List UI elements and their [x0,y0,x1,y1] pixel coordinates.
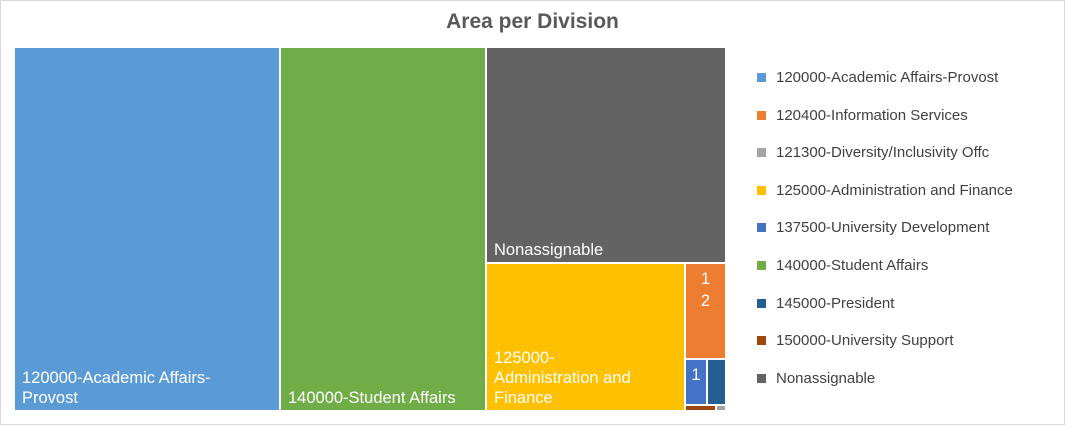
treemap-rect [706,358,727,406]
treemap-label: 2 [701,292,710,310]
treemap-tile-121300-diversity-inclusivity-offc [715,404,727,412]
treemap-tile-150000-university-support [684,404,717,412]
treemap-label: 1 [691,366,700,384]
treemap-label: 1 [701,270,710,288]
treemap-rect [13,46,281,412]
treemap-rect [715,404,727,412]
legend-label: 137500-University Development [776,219,990,237]
legend-swatch [757,373,766,383]
legend-label: 145000-President [776,294,895,312]
legend-label: 150000-University Support [776,332,954,350]
treemap-tile-nonassignable: Nonassignable [485,46,727,264]
legend-swatch [757,298,766,308]
treemap-label: Provost [22,389,78,407]
treemap-rect [485,262,686,412]
treemap-tile-120000-academic-affairs-provost: 120000-Academic Affairs- Provost [13,46,281,412]
treemap-label: Finance [494,389,553,407]
legend-label: 120000-Academic Affairs-Provost [776,69,999,86]
treemap-tile-125000-administration-and-finance: 125000- Administration and Finance [485,262,686,412]
legend-label: 120400-Information Services [776,106,968,124]
legend-swatch [757,261,766,270]
treemap-label: 120000-Academic Affairs- [22,369,211,387]
legend-swatch [757,110,766,120]
legend-swatch [757,223,766,233]
legend-swatch [757,185,766,195]
legend-label: Nonassignable [776,369,876,387]
treemap-tile-140000-student-affairs: 140000-Student Affairs [279,46,487,412]
treemap-rect [684,404,717,412]
treemap-rect [279,46,487,412]
treemap-rect [485,46,727,264]
legend-label: 125000-Administration and Finance [776,181,1013,199]
treemap-label: 140000-Student Affairs [288,389,456,407]
treemap-label: Administration and [494,369,631,387]
treemap-rect [684,262,727,360]
legend-swatch [757,148,766,158]
legend-label: 121300-Diversity/Inclusivity Offc [776,144,990,162]
treemap-label: Nonassignable [494,241,603,259]
treemap-tile-120400-information-services: 12 [684,262,727,360]
chart-title: Area per Division [446,10,619,33]
legend-swatch [757,336,766,346]
treemap-tile-145000-president [706,358,727,406]
legend-swatch [757,73,766,82]
legend-label: 140000-Student Affairs [776,257,929,274]
treemap-tile-137500-university-development: 1 [684,358,708,406]
treemap-label: 125000- [494,349,555,367]
